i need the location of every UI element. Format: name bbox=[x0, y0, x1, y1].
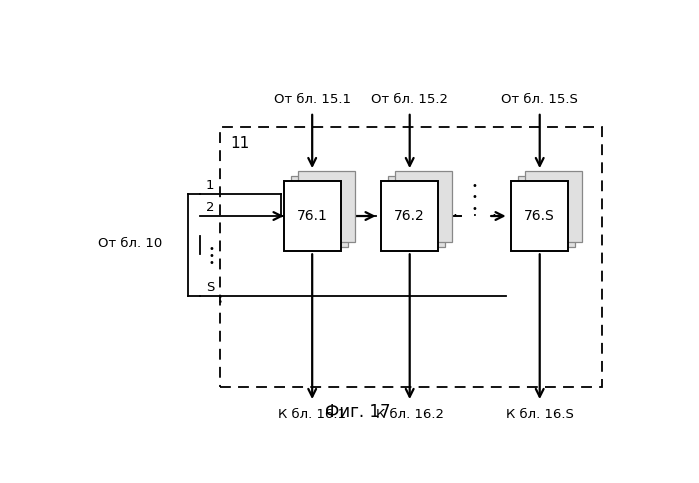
Bar bbox=[291, 176, 347, 246]
Text: •: • bbox=[217, 293, 222, 302]
Text: Фиг. 17: Фиг. 17 bbox=[326, 402, 391, 421]
Bar bbox=[511, 181, 568, 251]
Text: •: • bbox=[472, 203, 477, 213]
Text: 76.1: 76.1 bbox=[297, 209, 328, 223]
Bar bbox=[389, 176, 445, 246]
Text: •: • bbox=[472, 181, 477, 191]
Bar bbox=[396, 171, 452, 242]
Text: От бл. 15.S: От бл. 15.S bbox=[501, 93, 578, 106]
Text: От бл. 15.1: От бл. 15.1 bbox=[274, 93, 351, 106]
Text: •: • bbox=[217, 298, 222, 307]
Text: К бл. 16.1: К бл. 16.1 bbox=[278, 408, 346, 421]
Text: •: • bbox=[208, 258, 215, 269]
Text: ·   ·   ·: · · · bbox=[453, 209, 497, 224]
Bar bbox=[298, 171, 354, 242]
Text: •: • bbox=[472, 192, 477, 202]
Text: От бл. 15.2: От бл. 15.2 bbox=[371, 93, 448, 106]
Text: 76.S: 76.S bbox=[524, 209, 555, 223]
Bar bbox=[381, 181, 438, 251]
Text: •: • bbox=[208, 243, 215, 254]
Bar bbox=[526, 171, 582, 242]
Bar bbox=[284, 181, 340, 251]
Text: 11: 11 bbox=[230, 136, 249, 151]
Bar bbox=[519, 176, 575, 246]
Text: •: • bbox=[208, 251, 215, 261]
Text: S: S bbox=[206, 281, 215, 294]
Text: К бл. 16.S: К бл. 16.S bbox=[506, 408, 574, 421]
Text: 1: 1 bbox=[206, 179, 215, 192]
Text: 76.2: 76.2 bbox=[394, 209, 425, 223]
Text: 2: 2 bbox=[206, 201, 215, 214]
Text: К бл. 16.2: К бл. 16.2 bbox=[375, 408, 444, 421]
Bar bbox=[220, 127, 602, 387]
Text: От бл. 10: От бл. 10 bbox=[98, 238, 162, 250]
